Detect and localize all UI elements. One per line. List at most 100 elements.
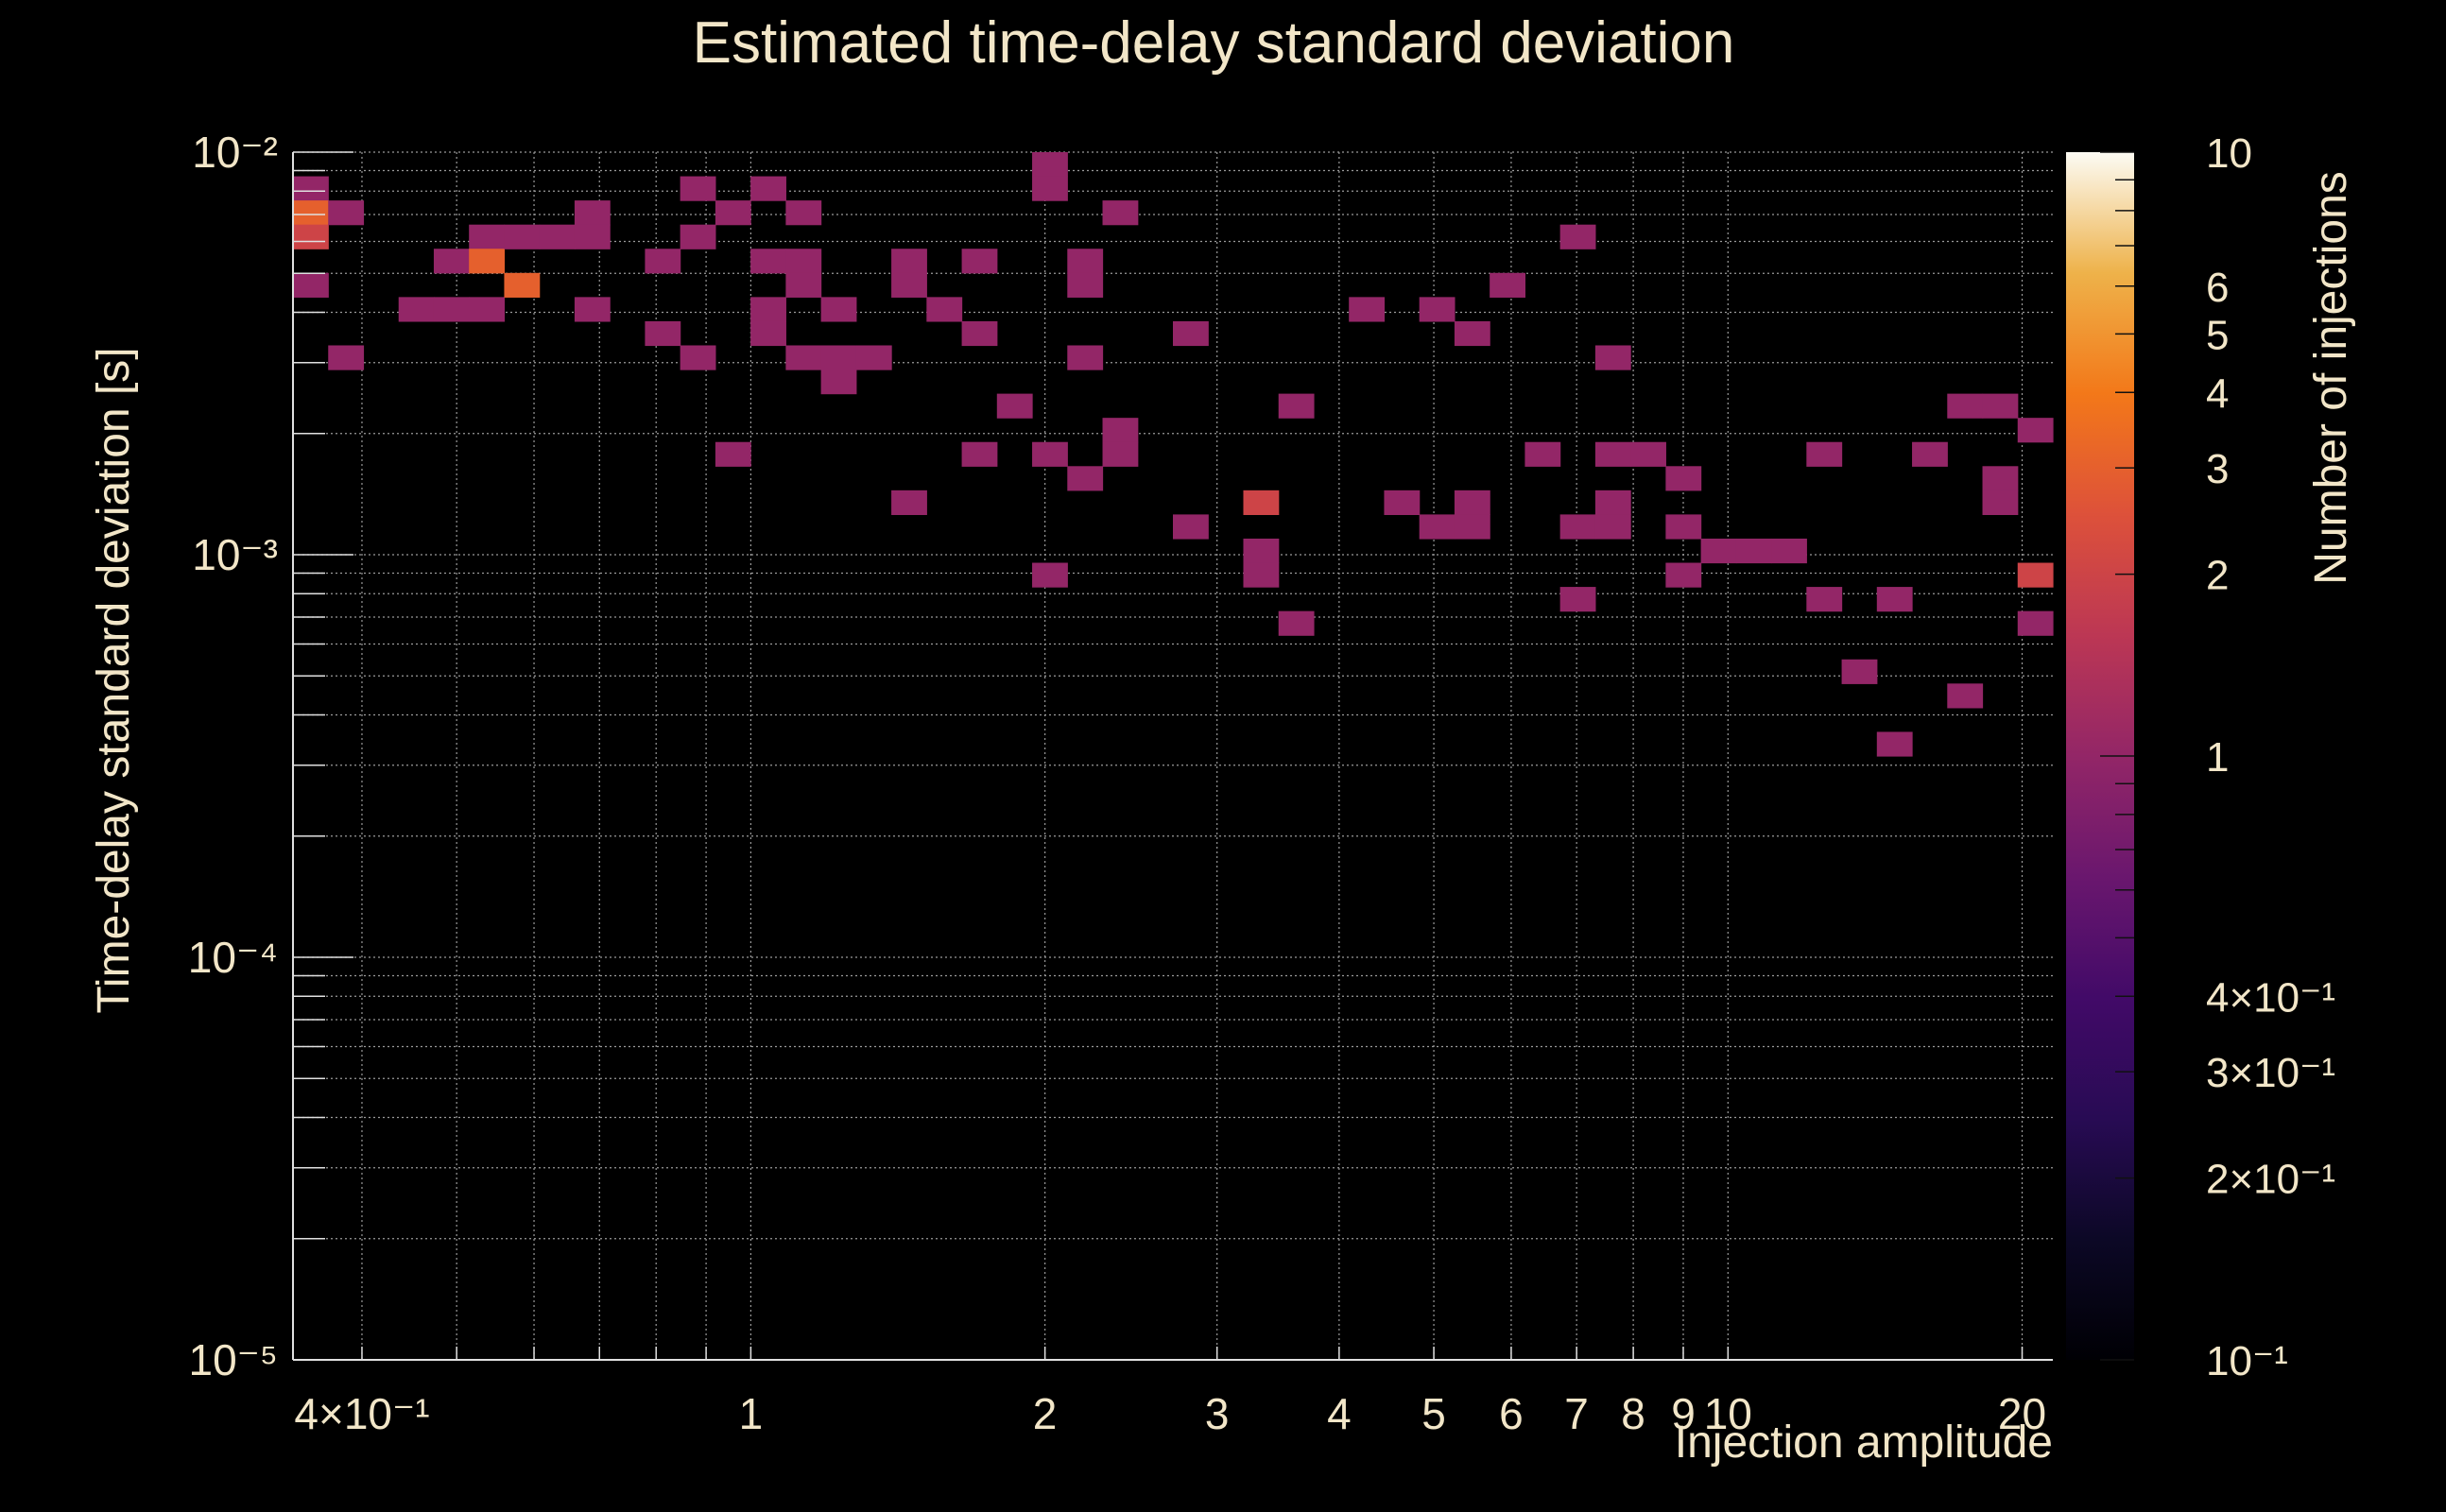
heatmap-cell — [750, 249, 786, 274]
colorbar-tick-label: 1 — [2206, 734, 2229, 781]
heatmap-cell — [715, 441, 751, 467]
heatmap-cell — [469, 297, 506, 322]
heatmap-cell — [1454, 490, 1490, 515]
colorbar-tick-label: 5 — [2206, 312, 2229, 358]
axes — [292, 151, 2053, 1361]
heatmap-cell — [1067, 272, 1104, 298]
heatmap-cell — [926, 297, 963, 322]
colorbar-ticks: 10⁻¹ 2×10⁻¹ 3×10⁻¹ 4×10⁻¹ 1 2 3 4 56 10 — [2100, 130, 2335, 1384]
y-tick-label: 10⁻² — [192, 128, 278, 177]
heatmap-cell — [328, 345, 365, 370]
heatmap-cell — [1947, 683, 1984, 709]
heatmap-cell — [574, 224, 611, 249]
heatmap-cell — [1630, 441, 1666, 467]
heatmap-cell — [1032, 152, 1068, 178]
heatmap-cell — [1665, 466, 1702, 491]
x-tick-label: 7 — [1564, 1389, 1589, 1438]
x-axis-label: Injection amplitude — [1675, 1418, 2053, 1468]
heatmap-cells — [293, 152, 2054, 757]
heatmap-cell — [785, 272, 822, 298]
heatmap-cell — [1032, 176, 1068, 201]
heatmap-cell — [398, 297, 435, 322]
heatmap-cell — [1594, 441, 1631, 467]
heatmap-cell — [1454, 320, 1490, 347]
x-tick-label: 10 — [1704, 1389, 1752, 1438]
heatmap-cell — [1102, 200, 1139, 226]
heatmap-cell — [1454, 514, 1490, 540]
heatmap-cell — [855, 345, 892, 370]
heatmap-cell — [1032, 562, 1068, 588]
heatmap-cell — [645, 249, 681, 274]
heatmap-cell — [1982, 490, 2019, 515]
heatmap-cell — [469, 224, 506, 249]
y-tick-labels: 10⁻⁵ 10⁻⁴ 10⁻³ 10⁻² — [188, 128, 278, 1384]
heatmap-cell — [996, 393, 1033, 419]
heatmap-cell — [1559, 224, 1596, 249]
plot-area — [293, 152, 2053, 1360]
heatmap-cell — [1771, 538, 1807, 564]
y-axis-label: Time-delay standard deviation [s] — [89, 347, 139, 1013]
heatmap-cell — [961, 441, 998, 467]
heatmap-cell — [1735, 538, 1772, 564]
heatmap-cell — [1594, 490, 1631, 515]
heatmap-cell — [820, 345, 857, 370]
heatmap-cell — [469, 249, 506, 274]
heatmap-cell — [433, 297, 470, 322]
x-tick-label: 20 — [1998, 1389, 2046, 1438]
heatmap-cell — [891, 249, 927, 274]
heatmap-cell — [1947, 393, 1984, 419]
x-tick-label: 1 — [739, 1389, 764, 1438]
heatmap-cell — [1559, 514, 1596, 540]
colorbar-tick-label: 10⁻¹ — [2206, 1338, 2288, 1384]
heatmap-cell — [891, 490, 927, 515]
heatmap-cell — [1876, 587, 1913, 612]
heatmap-cell — [750, 320, 786, 347]
heatmap-cell — [2017, 610, 2054, 636]
colorbar-tick-label: 2×10⁻¹ — [2206, 1157, 2335, 1203]
heatmap-cell — [1419, 297, 1456, 322]
heatmap-cell — [1806, 441, 1843, 467]
heatmap-cell — [1067, 249, 1104, 274]
heatmap-cell — [1594, 345, 1631, 370]
heatmap-cell — [504, 272, 541, 298]
heatmap-cell — [504, 224, 541, 249]
heatmap-cell — [1173, 320, 1209, 347]
heatmap-cell — [785, 345, 822, 370]
heatmap-cell — [293, 200, 329, 226]
heatmap-cell — [1982, 393, 2019, 419]
heatmap-cell — [1243, 538, 1280, 564]
y-tick-label: 10⁻⁵ — [188, 1335, 278, 1384]
chart-title: Estimated time-delay standard deviation — [693, 10, 1735, 76]
heatmap-cell — [328, 200, 365, 226]
heatmap-cell — [891, 272, 927, 298]
x-tick-label: 8 — [1621, 1389, 1645, 1438]
heatmap-cell — [293, 176, 329, 201]
colorbar-tick-label: 2 — [2206, 553, 2229, 599]
heatmap-cell — [1243, 562, 1280, 588]
heatmap-cell — [680, 176, 716, 201]
y-tick-label: 10⁻⁴ — [188, 933, 278, 982]
heatmap-cell — [785, 249, 822, 274]
heatmap-cell — [785, 200, 822, 226]
heatmap-cell — [1349, 297, 1386, 322]
heatmap-cell — [1243, 490, 1280, 515]
x-tick-label: 6 — [1499, 1389, 1524, 1438]
heatmap-cell — [293, 272, 329, 298]
colorbar-tick-label: 10 — [2206, 130, 2252, 177]
heatmap-cell — [1700, 538, 1737, 564]
colorbar-tick-label: 6 — [2206, 265, 2229, 311]
heatmap-cell — [1278, 393, 1315, 419]
heatmap-cell — [680, 224, 716, 249]
heatmap-cell — [2017, 418, 2054, 443]
x-tick-label: 9 — [1671, 1389, 1696, 1438]
heatmap-cell — [1912, 441, 1948, 467]
heatmap-cell — [1665, 514, 1702, 540]
colorbar-tick-label: 4 — [2206, 370, 2229, 417]
heatmap-cell — [820, 297, 857, 322]
heatmap-cell — [961, 320, 998, 347]
x-tick-label: 3 — [1205, 1389, 1230, 1438]
heatmap-cell — [1665, 562, 1702, 588]
heatmap-cell — [1384, 490, 1421, 515]
heatmap-cell — [574, 200, 611, 226]
